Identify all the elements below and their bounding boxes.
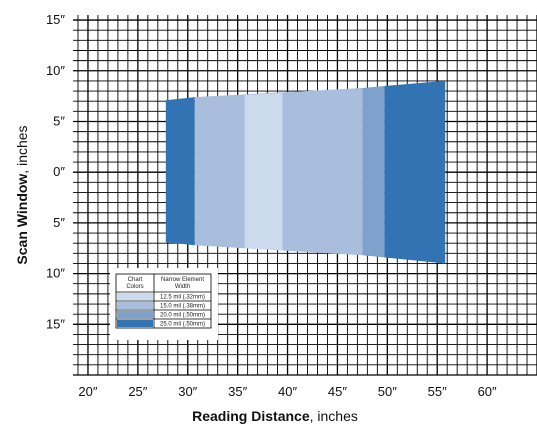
legend-label: 20.0 mil (.50mm) [160,313,205,319]
scan-zone-area [165,97,195,246]
legend-label: 15.0 mil (.38mm) [160,304,205,310]
x-tick-label: 60″ [478,384,497,399]
x-axis-title: Reading Distance, inches [192,408,358,424]
tick-labels: 20″ 25″ 30″ 35″ 40″ 45″ 50″ 55″ 60″ 15″ 10″ 5″ 0″ 5″ 1… [46,12,497,399]
legend-header-colors: Chart [128,277,143,283]
legend-swatch [117,293,153,300]
legend-label: 12.5 mil (.32mm) [160,295,205,301]
x-tick-label: 55″ [428,384,447,399]
y-tick-label: 15″ [46,316,65,331]
scan-zone-area [244,93,283,251]
legend-header-width: Width [175,284,190,290]
legend-label: 25.0 mil (.50mm) [160,322,205,328]
legend-swatch [117,320,153,327]
x-tick-label: 20″ [78,384,97,399]
legend-header-width: Narrow Element [161,277,204,283]
y-axis-title-rest: , inches [14,125,30,173]
legend-header-colors: Colors [126,284,143,290]
scan-zone-area [384,80,446,264]
legend-swatch [117,311,153,318]
y-axis-title-bold: Scan Window [14,174,30,265]
y-tick-label: 5″ [53,113,65,128]
scan-zone-area [362,86,385,258]
x-tick-label: 50″ [378,384,397,399]
x-tick-label: 40″ [278,384,297,399]
y-tick-label: 5″ [53,215,65,230]
y-axis-title: Scan Window, inches [14,125,30,264]
x-tick-label: 35″ [228,384,247,399]
y-tick-label: 0″ [53,164,65,179]
legend-swatch [117,302,153,309]
x-tick-label: 45″ [328,384,347,399]
x-axis-title-rest: , inches [310,408,358,424]
x-axis-title-bold: Reading Distance [192,408,310,424]
y-tick-label: 10″ [46,63,65,78]
x-tick-label: 30″ [178,384,197,399]
y-tick-label: 10″ [46,266,65,281]
scan-zones [165,80,446,264]
y-tick-label: 15″ [46,12,65,27]
x-tick-label: 25″ [128,384,147,399]
